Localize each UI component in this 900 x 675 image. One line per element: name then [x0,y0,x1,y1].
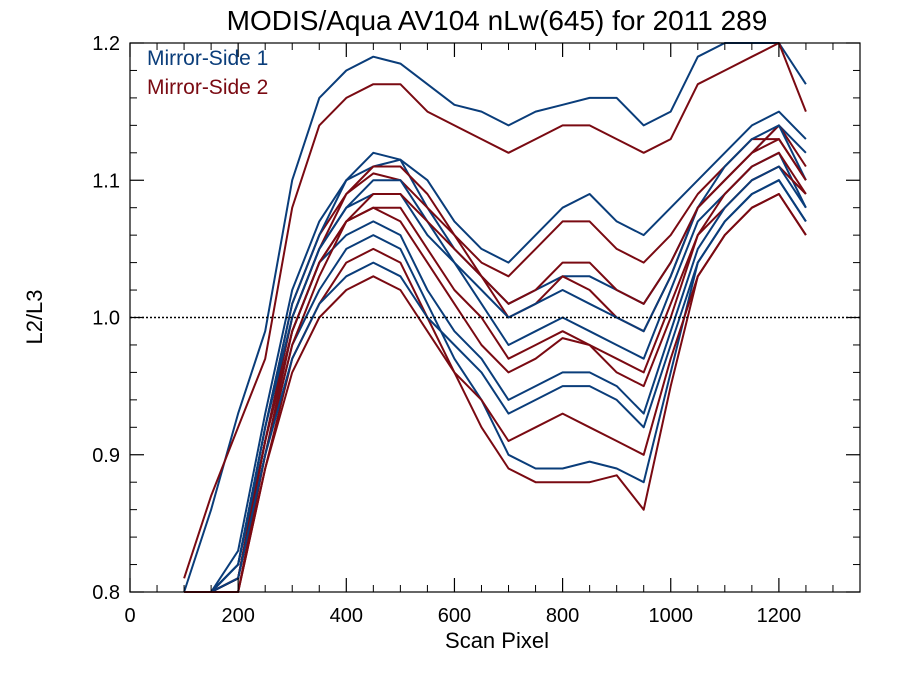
series-line-1 [183,42,807,593]
series-line-16 [184,193,807,593]
series-line-15 [184,179,807,593]
chart-title: MODIS/Aqua AV104 nLw(645) for 2011 289 [227,5,768,36]
y-tick-label: 1.1 [92,170,120,192]
tick-layer: 0 200 400 600 800 1000 1200 0.8 0.9 1.0 1.1 1.2 [92,33,861,627]
y-tick-label: 1.2 [92,33,120,55]
y-tick-label: 0.8 [92,582,120,604]
y-tick-label: 0.9 [92,445,120,467]
x-tick-label: 1000 [648,605,693,627]
x-tick-label: 0 [124,605,135,627]
series-line-7 [184,110,807,593]
series-line-13 [184,124,807,593]
y-tick-label: 1.0 [92,308,120,330]
x-tick-label: 200 [221,605,254,627]
x-axis-title: Scan Pixel [445,628,549,653]
series-line-2 [183,42,807,579]
series-line-12 [184,151,807,593]
x-tick-label: 400 [330,605,363,627]
legend-entry-1: Mirror-Side 1 [147,47,268,70]
x-tick-label: 800 [546,605,579,627]
series-layer [183,42,807,593]
series-line-14 [184,138,807,593]
x-tick-label: 1200 [757,605,802,627]
legend-entry-2: Mirror-Side 2 [147,76,268,99]
y-axis-title: L2/L3 [22,289,47,344]
x-tick-label: 600 [438,605,471,627]
legend: Mirror-Side 1 Mirror-Side 2 [147,47,268,99]
